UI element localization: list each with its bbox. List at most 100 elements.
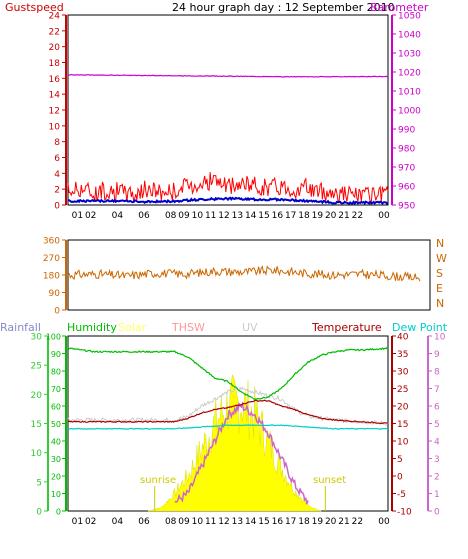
x-tick-label: 11 [205,517,216,527]
humidity-tick-label: 100 [46,333,61,342]
rain-tick-label: 0 [36,508,42,518]
temperature-line [67,399,389,424]
x-tick-label: 13 [232,211,243,221]
baro-axis-label: Barometer [370,1,429,14]
rain-tick-label: 15 [31,420,42,430]
legend-rainfall: Rainfall [0,321,41,334]
x-tick-label: 16 [272,211,284,221]
baro-tick-label: 1050 [398,12,421,22]
compass-label: N [436,237,444,250]
x-tick-label: 00 [378,211,390,221]
x-tick-label: 01 [72,517,83,527]
wind-direction-line [67,265,421,282]
chart2-series [67,265,421,282]
compass-label: W [436,252,447,265]
rain-tick-label: 25 [31,362,42,372]
temp-tick-label: 15 [397,420,408,430]
x-tick-label: 12 [218,211,229,221]
chart-title: 24 hour graph day : 12 September 2010 [172,1,395,14]
temp-tick-label: 35 [397,350,408,360]
x-tick-label: 08 [165,517,177,527]
chart1-x-ticks: 01 02 04 06 08 09 10 11 12 13 14 15 16 17 18 19 20 21 22 00 [72,211,390,221]
x-tick-label: 21 [338,211,349,221]
x-tick-label: 08 [165,211,177,221]
x-tick-label: 00 [378,517,390,527]
temp-tick-label: -5 [397,490,406,500]
dir-tick-label: 270 [43,254,60,264]
windspeed-line [68,196,389,206]
uv-tick-label: 7 [434,385,440,395]
baro-tick-label: 1000 [398,107,421,117]
x-tick-label: 20 [325,517,337,527]
x-tick-label: 15 [258,517,269,527]
gust-tick-label: 14 [49,91,61,101]
gust-tick-label: 6 [54,154,60,164]
baro-tick-label: 1010 [398,88,421,98]
chart2-plot-area [67,239,431,311]
baro-tick-label: 990 [398,126,415,136]
humidity-tick-label: 10 [51,490,61,499]
uv-tick-label: 9 [434,350,440,360]
chart1-series [67,73,389,206]
humidity-tick-label: 70 [51,385,61,394]
x-tick-label: 06 [138,517,150,527]
humidity-line [67,346,389,401]
temp-tick-label: 25 [397,385,408,395]
uv-line [174,400,309,505]
x-tick-label: 22 [352,211,363,221]
x-tick-label: 22 [352,517,363,527]
chart3-series [67,346,389,512]
baro-tick-label: 1020 [398,69,421,79]
x-tick-label: 04 [112,211,124,221]
baro-tick-label: 1030 [398,50,421,60]
gust-tick-label: 18 [49,59,61,69]
solar-area [147,374,322,512]
dir-tick-label: 90 [49,289,61,299]
temp-tick-label: 40 [397,333,409,343]
x-tick-label: 14 [245,211,257,221]
uv-tick-label: 4 [434,438,440,448]
x-tick-label: 10 [192,211,204,221]
dir-tick-label: 180 [43,272,60,282]
sunrise-label: sunrise [140,475,176,486]
legend-temperature: Temperature [311,321,382,334]
chart3-x-ticks: 01 02 04 06 08 09 10 11 12 13 14 15 16 17 18 19 20 21 22 00 [72,517,390,527]
baro-tick-label: 960 [398,183,415,193]
baro-tick-label: 970 [398,164,415,174]
humidity-tick-label: 30 [51,455,61,464]
legend-thsw: THSW [171,321,205,334]
rain-tick-label: 30 [31,333,43,343]
x-tick-label: 09 [178,517,190,527]
temp-tick-label: 0 [397,473,403,483]
x-tick-label: 10 [192,517,204,527]
gust-axis-label: Gustspeed [5,1,64,14]
uv-tick-label: 8 [434,368,440,378]
gust-tick-label: 20 [49,43,61,53]
temp-tick-label: 10 [397,438,409,448]
compass-label: N [436,297,444,310]
rain-tick-label: 5 [36,478,42,488]
gust-tick-label: 0 [54,202,60,212]
uv-tick-label: 1 [434,490,440,500]
gust-tick-label: 12 [49,107,60,117]
x-tick-label: 01 [72,211,83,221]
baro-tick-label: 980 [398,145,415,155]
humidity-tick-label: 40 [51,438,61,447]
rain-tick-label: 20 [31,391,43,401]
humidity-tick-label: 90 [51,350,61,359]
temp-tick-label: 5 [397,455,403,465]
x-tick-label: 19 [312,517,324,527]
dir-tick-label: 0 [54,307,60,317]
barometer-line [68,73,389,78]
dir-tick-label: 360 [43,237,60,247]
x-tick-label: 18 [298,517,310,527]
humidity-tick-label: 0 [56,508,61,517]
x-tick-label: 17 [285,211,296,221]
uv-tick-label: 5 [434,420,440,430]
x-tick-label: 18 [298,211,310,221]
uv-tick-label: 10 [434,333,446,343]
gust-tick-label: 4 [54,170,60,180]
